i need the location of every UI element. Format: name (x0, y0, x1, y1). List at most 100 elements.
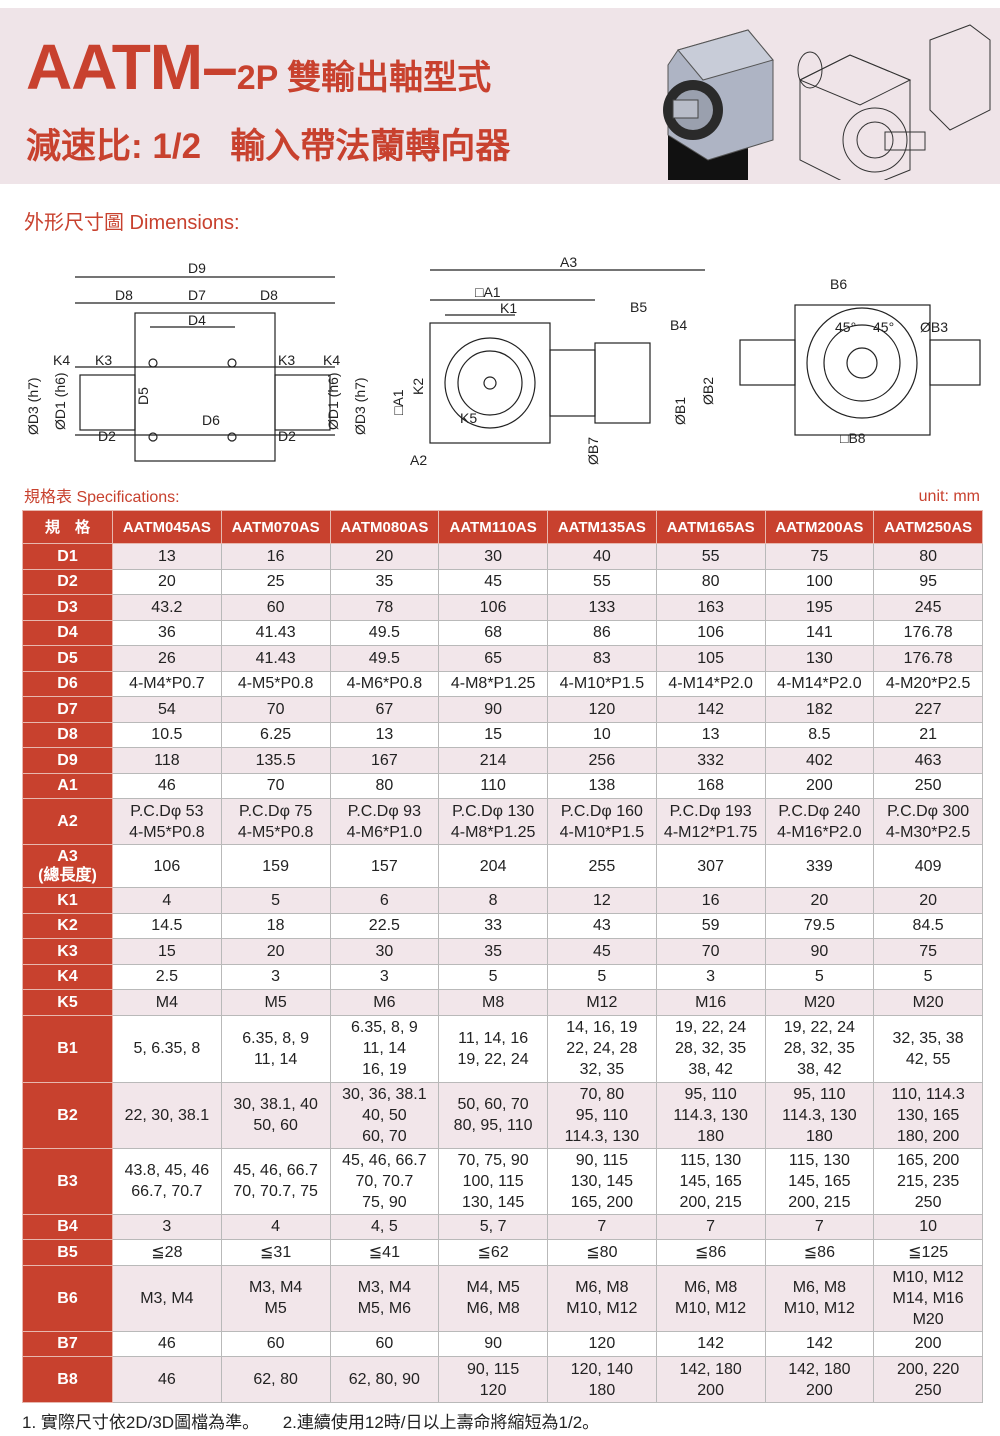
table-cell: 60 (329, 1330, 440, 1357)
label-b4: B4 (670, 317, 687, 333)
end-view-diagram: B6 45° 45° ØB3 □B8 (739, 276, 981, 446)
table-cell: 135.5 (220, 747, 331, 774)
label-d7: D7 (188, 287, 206, 303)
table-cell: 110, 114.3 130, 165 180, 200 (873, 1081, 983, 1149)
table-row: B1 5, 6.35, 8 6.35, 8, 9 11, 14 6.35, 8, 9 … (22, 1014, 983, 1083)
table-cell: 30 (438, 543, 548, 570)
table-cell: 54 (112, 696, 222, 723)
table-cell: 25 (220, 568, 331, 595)
table-row: K5 M4 M5 M6 M8 M12 M16 M20 M20 (22, 989, 983, 1016)
row-label: D3 (22, 594, 113, 621)
table-cell: 19, 22, 24 28, 32, 35 38, 42 (655, 1014, 766, 1083)
table-cell: 250 (873, 772, 983, 799)
table-cell: 67 (329, 696, 440, 723)
table-cell: 43.2 (112, 594, 222, 621)
table-cell: 45 (547, 938, 657, 965)
row-label: K4 (22, 963, 113, 990)
table-cell: 120, 140 180 (547, 1356, 657, 1403)
row-label: B8 (22, 1356, 113, 1403)
table-cell: 80 (655, 568, 766, 595)
table-cell: M3, M4 (112, 1264, 222, 1332)
table-cell: 80 (873, 543, 983, 570)
table-cell: 6.35, 8, 9 11, 14 16, 19 (329, 1014, 440, 1083)
table-cell: M5 (220, 989, 331, 1016)
table-cell: 90 (764, 938, 875, 965)
label-k2: K2 (410, 378, 426, 395)
table-cell: 4 (112, 887, 222, 914)
table-cell: 59 (655, 912, 766, 939)
table-cell: 80 (329, 772, 440, 799)
table-row: K4 2.5 3 3 5 5 3 5 5 (22, 963, 983, 990)
label-angle-right: 45° (873, 319, 894, 335)
table-cell: M3, M4 M5, M6 (329, 1264, 440, 1332)
table-cell: 10 (873, 1213, 983, 1240)
table-row: B6 M3, M4 M3, M4 M5 M3, M4 M5, M6 M4, M5 M6,… (22, 1264, 983, 1332)
table-cell: 20 (112, 568, 222, 595)
table-cell: 5 (547, 963, 657, 990)
table-cell: 142 (655, 1330, 766, 1357)
table-cell: M6, M8 M10, M12 (655, 1264, 766, 1332)
table-cell: 8 (438, 887, 548, 914)
table-cell: 4-M8*P1.25 (438, 670, 548, 697)
table-cell: M10, M12 M14, M16 M20 (873, 1264, 983, 1332)
product-subtitle: 減速比: 1/2 輸入帶法蘭轉向器 (26, 127, 511, 166)
header-model: AATM110AS (438, 510, 548, 544)
row-label: K3 (22, 938, 113, 965)
header-corner: 規 格 (22, 510, 113, 544)
table-cell: M4, M5 M6, M8 (438, 1264, 548, 1332)
table-cell: 7 (547, 1213, 657, 1240)
table-row: B3 43.8, 45, 46 66.7, 70.7 45, 46, 66.7 70… (22, 1147, 983, 1215)
table-cell: 13 (112, 543, 222, 570)
table-cell: 165, 200 215, 235 250 (873, 1147, 983, 1215)
table-cell: M6, M8 M10, M12 (547, 1264, 657, 1332)
table-cell: 176.78 (873, 619, 983, 646)
row-label: D9 (22, 747, 113, 774)
table-cell: 60 (220, 1330, 331, 1357)
table-cell: 45 (438, 568, 548, 595)
table-cell: 70 (655, 938, 766, 965)
table-cell: 2.5 (112, 963, 222, 990)
table-cell: 402 (764, 747, 875, 774)
table-cell: 106 (438, 594, 548, 621)
table-cell: 409 (873, 844, 983, 888)
label-k3: K3 (95, 352, 112, 368)
table-cell: 60 (220, 594, 331, 621)
table-cell: 4-M5*P0.8 (220, 670, 331, 697)
table-cell: 4-M20*P2.5 (873, 670, 983, 697)
table-cell: 83 (547, 645, 657, 672)
table-cell: ≦86 (764, 1239, 875, 1266)
table-cell: 62, 80, 90 (329, 1356, 440, 1403)
table-cell: 46 (112, 1356, 222, 1403)
table-cell: 33 (438, 912, 548, 939)
table-cell: M4 (112, 989, 222, 1016)
table-cell: 5 (764, 963, 875, 990)
table-cell: 159 (220, 844, 331, 888)
table-cell: 41.43 (220, 645, 331, 672)
table-cell: 45, 46, 66.7 70, 70.7 75, 90 (329, 1147, 440, 1215)
table-cell: ≦125 (873, 1239, 983, 1266)
table-cell: P.C.Dφ 75 4-M5*P0.8 (220, 798, 331, 845)
table-cell: 204 (438, 844, 548, 888)
label-d6: D6 (202, 412, 220, 428)
table-cell: 10.5 (112, 721, 222, 748)
table-cell: 3 (220, 963, 331, 990)
table-cell: 115, 130 145, 165 200, 215 (655, 1147, 766, 1215)
table-cell: 200, 220 250 (873, 1356, 983, 1403)
table-row: D6 4-M4*P0.7 4-M5*P0.8 4-M6*P0.8 4-M8*P1.25 4… (22, 670, 983, 697)
table-cell: 84.5 (873, 912, 983, 939)
table-row: K2 14.5 18 22.5 33 43 59 79.5 84.5 (22, 912, 983, 939)
table-cell: 75 (764, 543, 875, 570)
table-cell: M16 (655, 989, 766, 1016)
header-model: AATM200AS (764, 510, 875, 544)
table-cell: 138 (547, 772, 657, 799)
table-cell: 5 (438, 963, 548, 990)
table-cell: 195 (764, 594, 875, 621)
table-cell: 32, 35, 38 42, 55 (873, 1014, 983, 1083)
table-cell: 167 (329, 747, 440, 774)
table-cell: 200 (764, 772, 875, 799)
table-cell: M6 (329, 989, 440, 1016)
label-d2-right: D2 (278, 428, 296, 444)
table-cell: 6 (329, 887, 440, 914)
table-cell: 142, 180 200 (764, 1356, 875, 1403)
table-cell: 12 (547, 887, 657, 914)
